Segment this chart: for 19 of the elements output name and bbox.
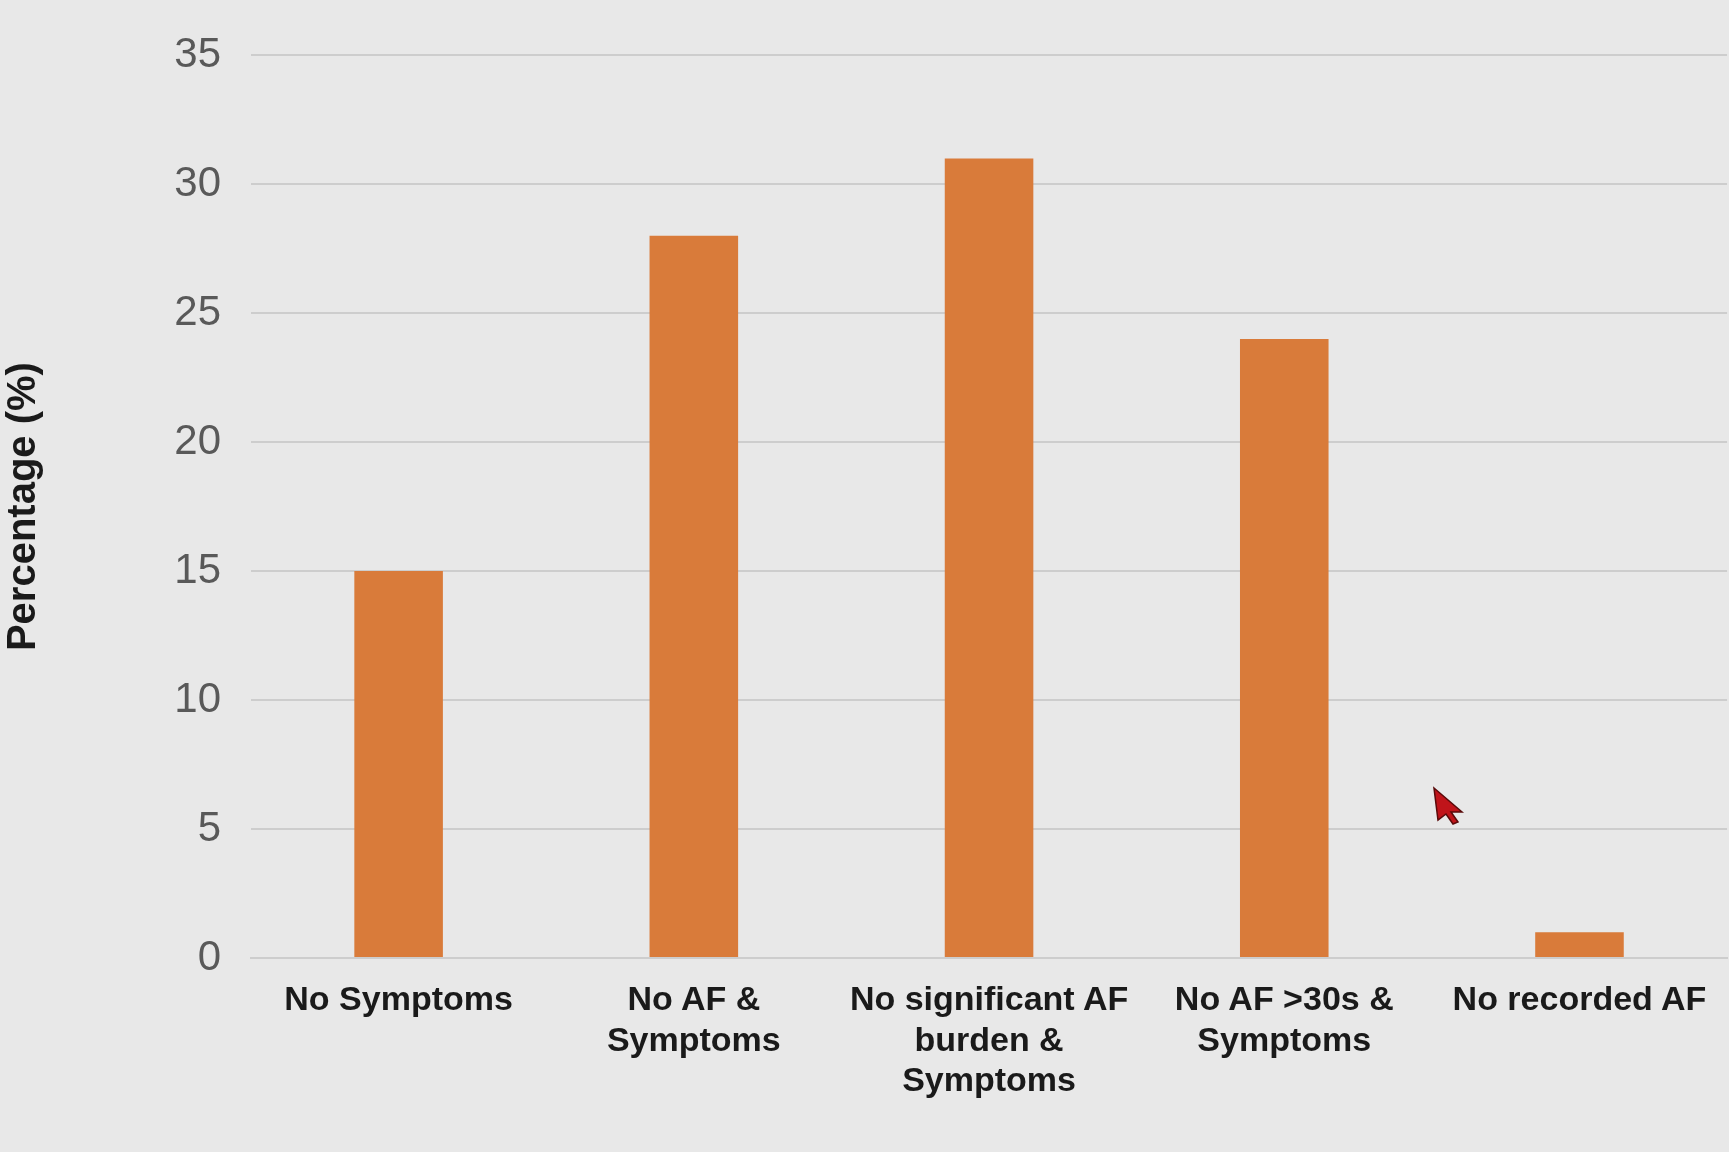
bar bbox=[1535, 932, 1624, 957]
y-tick-label: 0 bbox=[197, 931, 221, 979]
y-tick-label: 10 bbox=[174, 673, 221, 721]
x-tick-label: No AF & Symptoms bbox=[606, 978, 781, 1058]
y-tick-label: 5 bbox=[197, 802, 221, 850]
x-tick-label: No AF >30s & Symptoms bbox=[1174, 978, 1394, 1058]
x-tick-label: No Symptoms bbox=[284, 978, 513, 1017]
y-tick-label: 15 bbox=[174, 544, 221, 592]
x-tick-label: No significant AF burden & Symptoms bbox=[849, 978, 1129, 1099]
bar bbox=[944, 158, 1034, 957]
y-axis-title: Percentage (%) bbox=[0, 362, 44, 652]
bar bbox=[649, 235, 739, 957]
bar bbox=[1239, 338, 1329, 957]
y-tick-label: 35 bbox=[174, 28, 221, 76]
x-tick-label: No recorded AF bbox=[1452, 978, 1707, 1017]
bar bbox=[354, 571, 443, 957]
y-tick-label: 30 bbox=[174, 157, 221, 205]
y-tick-label: 25 bbox=[174, 286, 221, 334]
y-tick-label: 20 bbox=[174, 415, 221, 463]
